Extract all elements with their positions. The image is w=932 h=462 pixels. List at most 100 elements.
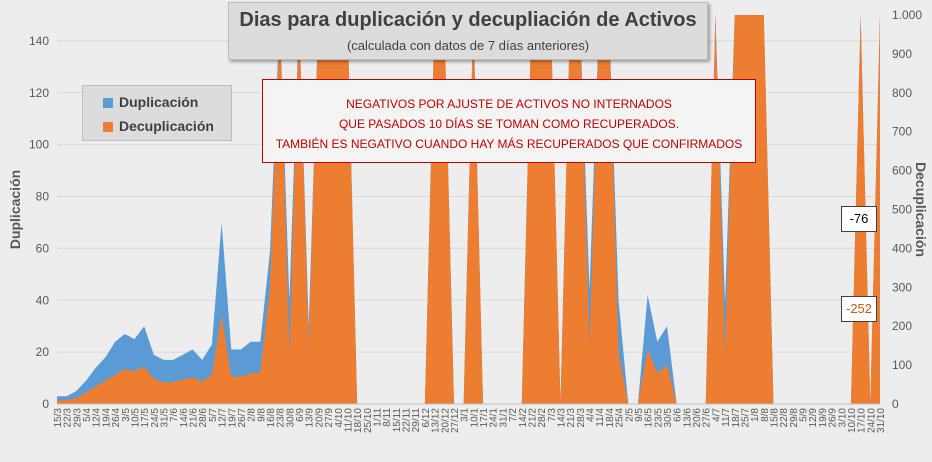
- x-tick-label: 18/4: [605, 408, 616, 428]
- x-tick-label: 20/6: [692, 408, 703, 428]
- x-tick-label: 12/9: [808, 408, 819, 428]
- x-tick-label: 27/9: [324, 408, 335, 428]
- y2-tick-label: 200: [892, 319, 912, 333]
- y2-axis-title: Decuplicación: [913, 162, 929, 257]
- x-tick-label: 30/5: [663, 408, 674, 428]
- x-tick-label: 3/5: [121, 408, 132, 422]
- x-tick-label: 21/3: [566, 408, 577, 428]
- x-tick-label: 1/8: [750, 408, 761, 422]
- x-tick-label: 11/10: [343, 408, 354, 433]
- callout-decuplicacion: -252: [841, 296, 877, 322]
- x-tick-label: 9/8: [256, 408, 267, 422]
- y2-tick-label: 900: [892, 47, 912, 61]
- x-tick-label: 6/12: [421, 408, 432, 428]
- x-tick-label: 10/10: [847, 408, 858, 433]
- legend-swatch-duplicacion: [103, 98, 113, 109]
- legend-item-decuplicacion: Decuplicación: [103, 118, 214, 134]
- chart-subtitle: (calculada con datos de 7 días anteriore…: [346, 38, 590, 53]
- x-tick-label: 18/10: [353, 408, 364, 433]
- y2-tick-label: 500: [892, 203, 912, 217]
- chart-title: Dias para duplicación y decupliación de …: [239, 9, 697, 31]
- x-tick-label: 19/4: [101, 408, 112, 428]
- x-tick-label: 17/1: [479, 408, 490, 428]
- legend-item-duplicacion: Duplicación: [103, 94, 198, 110]
- x-tick-label: 15/8: [769, 408, 780, 428]
- x-tick-label: 22/8: [779, 408, 790, 428]
- y-tick-label: 60: [36, 241, 50, 255]
- x-tick-label: 26/9: [828, 408, 839, 428]
- y-tick-label: 100: [29, 138, 49, 152]
- legend-swatch-decuplicacion: [103, 122, 113, 133]
- x-tick-label: 2/8: [247, 408, 258, 422]
- x-tick-label: 20/9: [314, 408, 325, 428]
- y-tick-label: 80: [36, 190, 50, 204]
- x-tick-label: 27/12: [450, 408, 461, 433]
- x-tick-label: 14/6: [179, 408, 190, 428]
- x-tick-label: 12/7: [218, 408, 229, 428]
- x-tick-label: 31/1: [498, 408, 509, 428]
- x-tick-label: 20/12: [440, 408, 451, 433]
- x-tick-label: 13/9: [305, 408, 316, 428]
- x-tick-label: 25/4: [615, 408, 626, 428]
- x-tick-label: 19/9: [818, 408, 829, 428]
- x-tick-label: 10/5: [130, 408, 141, 428]
- x-tick-label: 11/7: [721, 408, 732, 427]
- y2-tick-label: 1.000: [892, 8, 922, 22]
- x-tick-label: 14/2: [518, 408, 529, 428]
- x-tick-label: 22/3: [63, 408, 74, 428]
- y-tick-label: 140: [29, 34, 49, 48]
- x-tick-label: 4/7: [711, 408, 722, 422]
- x-tick-label: 26/4: [111, 408, 122, 428]
- x-tick-label: 25/7: [740, 408, 751, 428]
- x-tick-label: 31/10: [876, 408, 887, 433]
- x-tick-label: 15/11: [392, 408, 403, 433]
- x-tick-label: 7/6: [169, 408, 180, 422]
- x-tick-label: 9/5: [634, 408, 645, 422]
- x-tick-label: 8/11: [382, 408, 393, 427]
- x-tick-label: 4/10: [334, 408, 345, 428]
- x-tick-label: 21/2: [527, 408, 538, 428]
- x-tick-label: 5/4: [82, 408, 93, 422]
- y-tick-label: 20: [36, 345, 50, 359]
- y-tick-label: 120: [29, 86, 49, 100]
- x-tick-label: 4/4: [586, 408, 597, 422]
- y-tick-label: 0: [42, 397, 49, 411]
- legend-label-decuplicacion: Decuplicación: [119, 118, 214, 134]
- x-tick-label: 6/6: [673, 408, 684, 422]
- note-line-3: TAMBIÉN ES NEGATIVO CUANDO HAY MÁS RECUP…: [275, 137, 743, 151]
- x-tick-label: 5/9: [799, 408, 810, 422]
- y2-tick-label: 400: [892, 241, 912, 255]
- x-tick-label: 7/3: [547, 408, 558, 422]
- x-tick-label: 7/2: [508, 408, 519, 422]
- x-tick-label: 6/9: [295, 408, 306, 422]
- legend: Duplicación Decuplicación: [82, 85, 232, 141]
- x-tick-label: 27/6: [702, 408, 713, 428]
- note-line-2: QUE PASADOS 10 DÍAS SE TOMAN COMO RECUPE…: [338, 117, 680, 131]
- x-tick-label: 5/7: [208, 408, 219, 422]
- x-tick-label: 28/3: [576, 408, 587, 428]
- x-tick-label: 10/1: [469, 408, 480, 428]
- y-axis-title: Duplicación: [7, 170, 23, 249]
- x-tick-label: 28/6: [198, 408, 209, 428]
- x-tick-label: 29/11: [411, 408, 422, 433]
- x-tick-label: 23/8: [276, 408, 287, 428]
- x-tick-label: 15/3: [53, 408, 64, 428]
- x-tick-label: 21/6: [189, 408, 200, 428]
- x-tick-label: 1/11: [373, 408, 384, 427]
- x-tick-label: 16/8: [266, 408, 277, 428]
- y2-tick-label: 100: [892, 358, 912, 372]
- y2-tick-label: 0: [892, 397, 899, 411]
- y-tick-label: 40: [36, 293, 50, 307]
- x-tick-label: 17/5: [140, 408, 151, 428]
- x-tick-label: 18/7: [731, 408, 742, 428]
- x-tick-label: 24/1: [489, 408, 500, 428]
- x-tick-label: 24/5: [150, 408, 161, 428]
- x-tick-label: 3/1: [460, 408, 471, 422]
- y2-tick-label: 600: [892, 164, 912, 178]
- series-area-decuplicacion: [57, 15, 880, 404]
- x-tick-label: 29/8: [789, 408, 800, 428]
- callout-duplicacion: -76: [841, 206, 877, 232]
- x-tick-label: 23/5: [653, 408, 664, 428]
